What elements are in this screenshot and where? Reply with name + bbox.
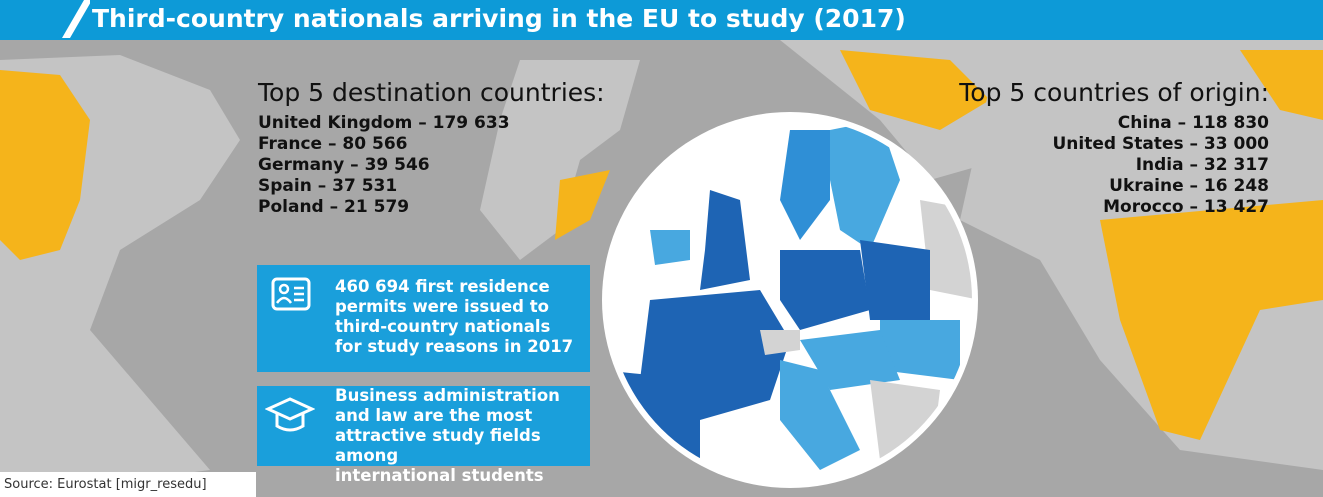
permits-line: for study reasons in 2017 [335,337,574,356]
fields-box: Business administration and law are the m… [257,386,590,485]
permits-line: 460 694 first residence [335,277,550,296]
destination-item: Poland – 21 579 [258,197,410,217]
origin-item: Ukraine – 16 248 [1109,176,1269,196]
origin-item: Morocco – 13 427 [1103,197,1269,217]
origin-item: United States – 33 000 [1052,134,1270,154]
permits-line: third-country nationals [335,317,551,336]
permits-line: permits were issued to [335,297,549,316]
origins-list: China – 118 830 United States – 33 000 Ind… [1053,113,1270,218]
destination-item: Spain – 37 531 [258,176,398,196]
id-card-icon [271,277,311,311]
fields-line: international students [335,466,544,485]
source: Source: Eurostat [migr_resedu] [0,472,256,497]
permits-text: 460 694 first residence permits were issu… [335,277,573,357]
title-bar: Third-country nationals arriving in the … [0,0,1323,40]
origin-item: India – 32 317 [1135,155,1269,175]
title-stripe [62,0,90,38]
destination-item: United Kingdom – 179 633 [258,113,510,133]
fields-line: attractive study fields among [335,426,541,465]
origin-item: China – 118 830 [1117,113,1269,133]
fields-line: Business administration [335,386,560,405]
destinations-list: United Kingdom – 179 633 France – 80 566 G… [258,113,510,218]
title: Third-country nationals arriving in the … [92,4,906,33]
fields-line: and law are the most [335,406,533,425]
fields-text: Business administration and law are the m… [335,386,590,486]
destination-item: France – 80 566 [258,134,408,154]
origins-heading: Top 5 countries of origin: [959,78,1269,107]
destination-item: Germany – 39 546 [258,155,430,175]
permits-box: 460 694 first residence permits were issu… [257,265,590,372]
destinations-heading: Top 5 destination countries: [258,78,605,107]
graduation-cap-icon [265,397,315,432]
